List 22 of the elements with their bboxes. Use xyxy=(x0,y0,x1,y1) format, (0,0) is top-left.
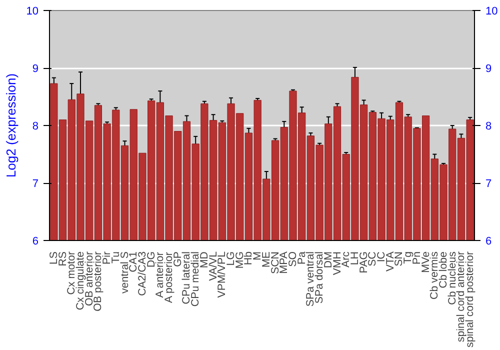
y2-tick-label: 8 xyxy=(486,120,492,132)
y-tick-label: 7 xyxy=(32,178,39,190)
x-tick-label: Tu xyxy=(110,251,122,264)
y2-tick-label: 10 xyxy=(486,6,498,18)
y2-tick-label: 6 xyxy=(486,236,492,248)
y2-tick-label: 7 xyxy=(486,178,492,190)
x-tick-label: OB posterior xyxy=(92,251,104,312)
y-tick-label: 6 xyxy=(32,236,39,248)
y-tick-label: 9 xyxy=(32,63,39,75)
x-tick-label: DM xyxy=(322,251,334,268)
x-tick-label: ME xyxy=(260,252,272,268)
x-tick-label: spinal cord posterior xyxy=(464,251,476,348)
y-tick-label: 8 xyxy=(32,120,39,132)
y-tick-label: 10 xyxy=(26,6,39,18)
x-tick-label: Tg xyxy=(402,251,414,264)
x-tick-label: LH xyxy=(348,251,361,266)
x-tick-label: CA2/CA3 xyxy=(136,251,148,296)
x-tick-label: A posterior xyxy=(163,252,176,304)
y2-tick-label: 9 xyxy=(486,63,492,75)
x-tick-label: SO xyxy=(286,251,299,267)
y-axis-title: Log2 (expression) xyxy=(3,73,18,178)
x-tick-label: Cx cingulate xyxy=(74,251,86,310)
